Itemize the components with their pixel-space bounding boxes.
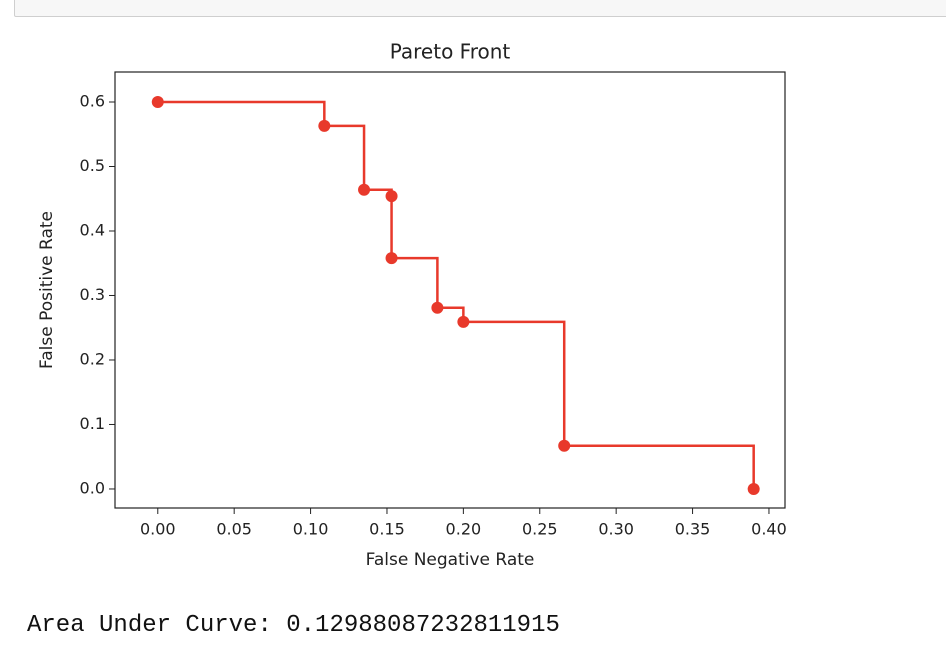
- x-axis-label: False Negative Rate: [366, 550, 535, 570]
- chart: Pareto Front False Negative Rate False P…: [37, 40, 787, 571]
- marker: [151, 95, 164, 108]
- marker: [318, 119, 331, 132]
- y-tick-label: 0.6: [80, 91, 105, 110]
- x-tick-label: 0.30: [598, 520, 634, 539]
- x-tick-label: 0.05: [216, 520, 252, 539]
- code-cell: [14, 0, 946, 17]
- x-tick-label: 0.15: [369, 520, 405, 539]
- y-tick-label: 0.3: [80, 285, 105, 304]
- marker: [457, 315, 470, 328]
- output-text: Area Under Curve: 0.12988087232811915: [27, 612, 560, 639]
- y-axis-label: False Positive Rate: [37, 211, 57, 369]
- chart-title: Pareto Front: [390, 40, 511, 64]
- y-tick-label: 0.1: [80, 414, 105, 433]
- marker: [431, 301, 444, 314]
- marker: [558, 439, 571, 452]
- x-tick-label: 0.40: [751, 520, 787, 539]
- x-tick-label: 0.35: [675, 520, 711, 539]
- line: [157, 100, 755, 489]
- x-tick-label: 0.20: [446, 520, 482, 539]
- marker: [385, 190, 398, 203]
- y-tick-label: 0.5: [80, 156, 105, 175]
- marker: [358, 183, 371, 196]
- marker: [385, 252, 398, 265]
- marker: [747, 482, 760, 495]
- x-tick-label: 0.10: [293, 520, 329, 539]
- y-tick-label: 0.0: [80, 478, 105, 497]
- y-tick-label: 0.2: [80, 349, 105, 368]
- x-tick-label: 0.25: [522, 520, 558, 539]
- x-tick-label: 0.00: [140, 520, 176, 539]
- plot-frame: [114, 71, 786, 509]
- y-tick-label: 0.4: [80, 220, 105, 239]
